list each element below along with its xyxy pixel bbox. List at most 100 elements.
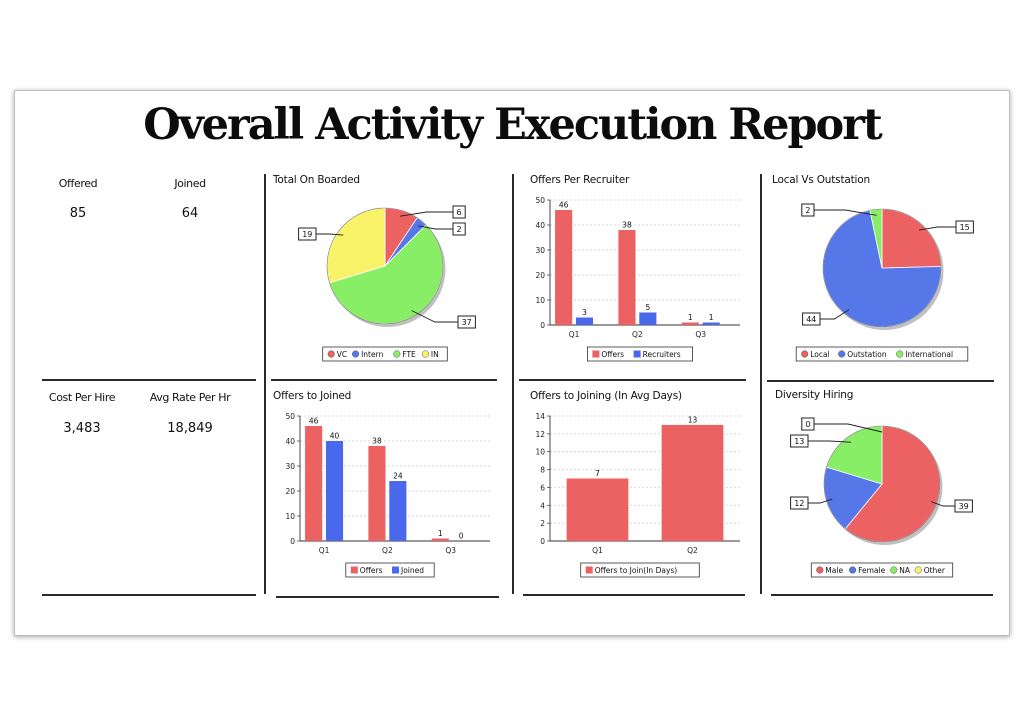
local_vs_outstation-leader-outstation [820,309,850,320]
divider-h-kpi-mid [42,379,256,381]
divider-v2 [512,174,514,594]
diversity-legend-label-other: Other [924,566,946,575]
offers_per_recruiter-bar-offers-q2 [618,230,636,325]
offers_to_joined-data-label-joined-q2: 24 [393,472,403,481]
offers_per_recruiter-legend-label-offers: Offers [601,350,624,359]
offers_to_joined-bar-offers-q3 [431,538,449,541]
diversity-leader-other [814,423,883,433]
onboarded-legend-swatch-in [421,350,429,358]
diversity-value-label-na: 13 [794,437,804,446]
local_vs_outstation-value-label-local: 15 [960,223,970,232]
offers_to_joining-ytick-label-14: 14 [535,412,545,421]
offers_to_joined-ytick-label-10: 10 [285,512,295,521]
offers_to_joining-ytick-label-6: 6 [540,483,545,492]
offers_to_joined-data-label-offers-q2: 38 [372,437,382,446]
offers_per_recruiter-bar-offers-q3 [681,322,699,325]
offers_to_joined-bar-offers-q1 [305,426,323,541]
local_vs_outstation-legend-swatch-international [896,350,904,358]
offers_to_joined-legend-box [345,562,435,578]
offers_to_joined-legend-label-joined: Joined [400,566,424,575]
onboarded-leader-vc [400,211,453,217]
local_vs_outstation-value-label-outstation: 44 [806,315,816,324]
offers-to-joined-title: Offers to Joined [273,390,352,402]
offers_to_joined-ytick-label-30: 30 [285,462,295,471]
onboarded-pie-chart: 6 2 37 19 VC Intern FTE IN [298,205,476,362]
diversity-label-box-female [790,496,809,510]
offers_per_recruiter-ytick-label-40: 40 [535,221,545,230]
local_vs_outstation-label-box-outstation [802,312,821,326]
offers_per_recruiter-bar-recruiters-q1 [575,317,594,325]
offers_to_joined-data-label-offers-q3: 1 [438,529,443,538]
onboarded-value-label-fte: 37 [462,318,472,327]
offers-to-joining-bar-chart: 0 2 4 6 8 10 12 14 7 Q1 13 Q2 Offers to Join(In Days… [535,412,740,578]
offers_to_joined-bar-joined-q2 [389,481,407,541]
offers_to_joining-ytick-label-2: 2 [540,519,545,528]
diversity-title: Diversity Hiring [775,389,854,401]
offers_per_recruiter-data-label-recruiters-q3: 1 [709,313,714,322]
onboarded-label-box-vc [452,205,466,219]
offers_per_recruiter-legend-swatch-recruiters [633,350,641,358]
offers_to_joining-ytick-label-10: 10 [535,448,545,457]
divider-h-c1-bottom [276,596,499,598]
divider-h-c2-mid [519,379,746,381]
offers_per_recruiter-ytick-label-0: 0 [540,321,545,330]
divider-h-c3-mid [767,380,994,382]
offers_per_recruiter-ytick-label-50: 50 [535,196,545,205]
offers_per_recruiter-legend-swatch-offers [592,350,600,358]
diversity-legend-box [810,562,954,578]
divider-h-c1-mid [271,379,497,381]
diversity-label-box-male [954,499,973,513]
offers_per_recruiter-ytick-label-30: 30 [535,246,545,255]
diversity-pie-outline [823,425,941,543]
onboarded-legend-box [322,346,448,362]
onboarded-title: Total On Boarded [273,174,360,186]
diversity-label-box-na [790,434,809,448]
offers_to_joined-bar-offers-q2 [368,446,386,541]
offers_to_joining-legend-swatch-offers-to-join-in-days [585,566,593,574]
offers_per_recruiter-legend-label-recruiters: Recruiters [643,350,681,359]
offers_to_joining-ytick-label-12: 12 [535,430,545,439]
diversity-legend-label-male: Male [825,566,843,575]
onboarded-value-label-vc: 6 [457,208,462,217]
offers_per_recruiter-bar-recruiters-q3 [702,322,720,325]
offers_per_recruiter-data-label-recruiters-q1: 3 [582,308,587,317]
offers_per_recruiter-xtick-label-q3: Q3 [695,330,706,339]
offers-per-recruiter-title: Offers Per Recruiter [530,174,630,186]
local-vs-outstation-title: Local Vs Outstation [772,174,870,186]
offers_to_joined-ytick-label-20: 20 [285,487,295,496]
local_vs_outstation-label-box-international [801,203,815,217]
offers_per_recruiter-data-label-offers-q2: 38 [622,221,632,230]
offers_per_recruiter-bar-offers-q1 [555,210,573,325]
local_vs_outstation-legend-box [795,346,969,362]
avg-rate-label: Avg Rate Per Hr [149,391,231,404]
onboarded-label-box-in [298,227,317,241]
local_vs_outstation-legend-label-local: Local [810,350,829,359]
local_vs_outstation-pie-outline [822,208,942,328]
onboarded-legend-label-intern: Intern [361,350,383,359]
offers_to_joining-ytick-label-8: 8 [540,466,545,475]
diversity-legend-swatch-female [849,566,857,574]
divider-h-kpi-bottom [42,594,256,596]
diversity-leader-female [808,498,833,504]
offers_to_joining-ytick-label-4: 4 [540,501,545,510]
offers_to_joined-data-label-joined-q3: 0 [459,532,464,541]
local_vs_outstation-label-box-local [955,220,974,234]
offers_per_recruiter-ytick-label-20: 20 [535,271,545,280]
local_vs_outstation-legend-swatch-outstation [838,350,846,358]
offers_per_recruiter-bar-recruiters-q2 [639,312,657,325]
joined-label: Joined [174,177,206,190]
diversity-legend-label-female: Female [858,566,886,575]
offers_to_joining-bar-offers-to-join-in-days-q2 [661,424,724,541]
offered-value: 85 [69,206,87,221]
offers_to_joined-bar-joined-q1 [325,441,344,541]
offers_per_recruiter-xtick-label-q2: Q2 [632,330,643,339]
divider-v3 [760,174,762,594]
offers_to_joined-xtick-label-q3: Q3 [445,546,456,555]
joined-value: 64 [181,206,199,221]
local_vs_outstation-value-label-international: 2 [805,206,810,215]
local_vs_outstation-leader-international [814,209,877,216]
diversity-legend-swatch-other [914,566,922,574]
offers-per-recruiter-bar-chart: 0 10 20 30 40 50 46 3 Q1 38 5 Q2 1 1Q3 Offers Recruiter… [535,196,740,362]
offers_to_joining-xtick-label-q1: Q1 [592,546,603,555]
